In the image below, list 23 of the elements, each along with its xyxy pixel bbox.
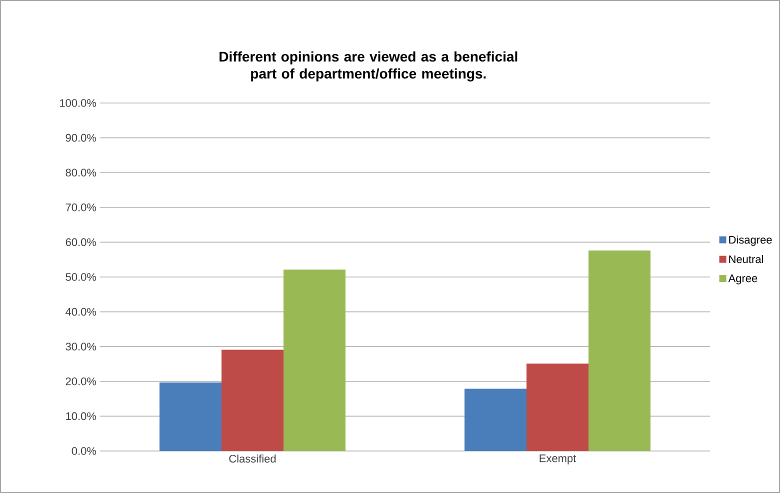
y-tick-label: 30.0% — [66, 342, 96, 350]
y-tick-label: 80.0% — [66, 168, 96, 176]
legend-label: Disagree — [729, 236, 772, 246]
y-tick-label: 90.0% — [66, 134, 96, 142]
y-tick-label: 70.0% — [66, 204, 96, 212]
bar — [284, 270, 346, 451]
y-tick-label: 0.0% — [72, 447, 96, 455]
bar — [526, 364, 588, 451]
chart-title: Different opinions are viewed as a beneficial part of department/office meetings. — [220, 51, 518, 82]
y-tick-label: 20.0% — [66, 378, 96, 386]
bar — [160, 382, 222, 451]
legend-label: Agree — [728, 274, 758, 284]
bar — [588, 250, 650, 451]
x-tick-label: Exempt — [540, 454, 576, 464]
legend-label: Neutral — [729, 255, 764, 264]
y-tick-label: 40.0% — [66, 308, 96, 316]
y-tick-label: 100.0% — [60, 99, 96, 107]
y-tick-label: 60.0% — [66, 238, 96, 246]
bar — [464, 388, 526, 451]
y-tick-label: 50.0% — [66, 273, 96, 281]
y-tick-label: 10.0% — [66, 412, 96, 420]
x-tick-label: Classified — [229, 454, 276, 463]
bar — [222, 350, 284, 451]
